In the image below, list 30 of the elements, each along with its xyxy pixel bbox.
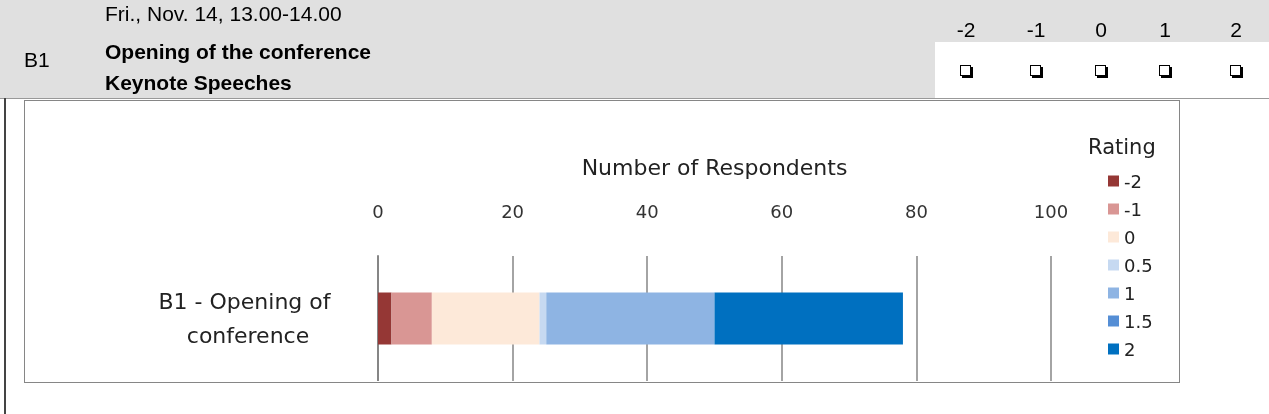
legend-label: 2 — [1124, 338, 1136, 360]
text: -1 — [1025, 18, 1047, 42]
bar — [546, 292, 715, 345]
x-tick-label: 100 — [1033, 200, 1069, 222]
text: Fri., Nov. 14, 13.00-14.00 — [105, 2, 342, 26]
legend-label: -1 — [1124, 198, 1142, 220]
text: 1 — [1158, 18, 1172, 42]
x-tick-label: 20 — [501, 200, 525, 222]
x-axis-title: Number of Respondents — [581, 154, 848, 180]
legend-label: 1.5 — [1124, 310, 1153, 332]
x-tick-label: 0 — [372, 200, 384, 222]
text: B1 — [24, 48, 50, 72]
x-tick-label: 80 — [904, 200, 928, 222]
bar — [714, 292, 903, 345]
legend-label: -2 — [1124, 170, 1142, 192]
text: Keynote Speeches — [105, 71, 292, 95]
legend-label: 1 — [1124, 282, 1136, 304]
text: -2 — [955, 18, 977, 42]
legend-label: 0 — [1124, 226, 1136, 248]
legend-label: 0.5 — [1124, 254, 1153, 276]
bar — [431, 292, 540, 345]
x-tick-label: 40 — [635, 200, 659, 222]
text: 0 — [1094, 18, 1108, 42]
bar — [378, 292, 392, 345]
y-tick-label: B1 - Opening of conference — [158, 289, 338, 348]
chart-title: Opening of the conference — [105, 40, 372, 64]
legend-title: Rating — [1088, 135, 1156, 159]
x-tick-label: 60 — [770, 200, 794, 222]
text: 2 — [1229, 18, 1243, 42]
bar — [391, 292, 432, 345]
